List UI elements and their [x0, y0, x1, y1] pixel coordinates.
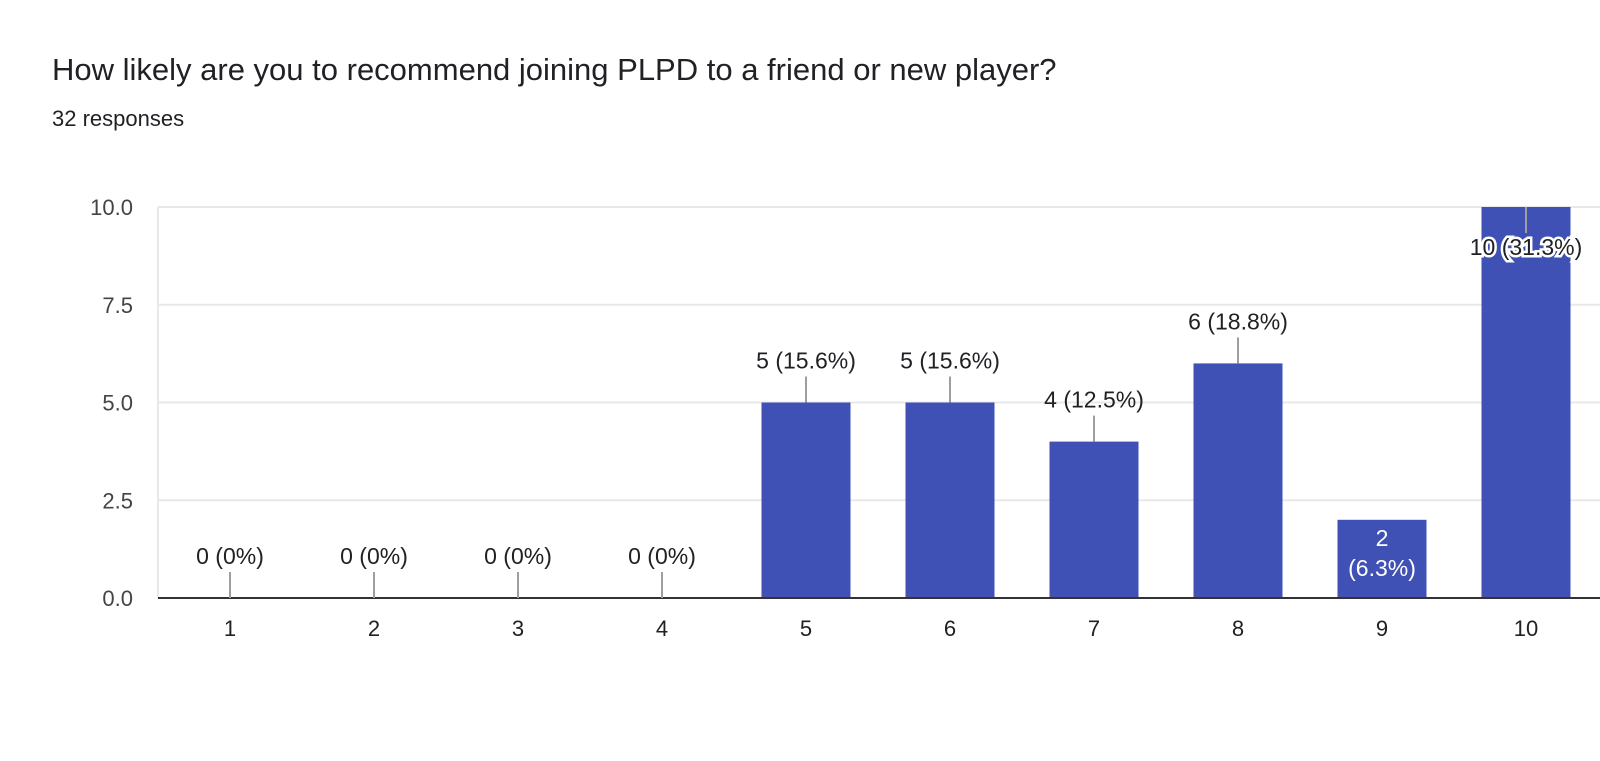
data-labels: 0 (0%) 0 (0%) 0 (0%) 0 (0%) 5 (15.6%) 5 (15.6… — [196, 207, 1585, 598]
data-label: 0 (0%) — [196, 543, 264, 569]
data-label: 5 (15.6%) — [900, 348, 1000, 374]
data-label: 4 (12.5%) — [1044, 387, 1144, 413]
bar — [1337, 519, 1427, 598]
x-tick-label: 4 — [656, 616, 668, 641]
gridlines — [157, 206, 1600, 598]
y-axis-ticks: 0.0 2.5 5.0 7.5 10.0 — [90, 195, 133, 611]
y-tick-label: 0.0 — [102, 586, 133, 611]
chart-title: How likely are you to recommend joining … — [52, 52, 1057, 87]
data-label: 0 (0%) — [340, 543, 408, 569]
x-tick-label: 8 — [1232, 616, 1244, 641]
x-tick-label: 5 — [800, 616, 812, 641]
data-label: 10 (31.3%) — [1470, 234, 1583, 260]
x-tick-label: 3 — [512, 616, 524, 641]
data-label: 5 (15.6%) — [756, 348, 856, 374]
data-label: 0 (0%) — [484, 543, 552, 569]
y-tick-label: 7.5 — [102, 293, 133, 318]
data-label: 6 (18.8%) — [1188, 308, 1288, 334]
y-tick-label: 2.5 — [102, 488, 133, 513]
bars — [761, 207, 1571, 598]
y-tick-label: 5.0 — [102, 391, 133, 416]
y-tick-label: 10.0 — [90, 195, 133, 220]
bar — [761, 402, 851, 598]
x-tick-label: 1 — [224, 616, 236, 641]
data-label-count: 2 — [1376, 525, 1389, 551]
x-tick-label: 9 — [1376, 616, 1388, 641]
bar — [1193, 363, 1283, 598]
data-label-percent: (6.3%) — [1348, 555, 1416, 581]
x-tick-label: 2 — [368, 616, 380, 641]
x-tick-label: 10 — [1514, 616, 1538, 641]
x-tick-label: 7 — [1088, 616, 1100, 641]
bar — [1049, 441, 1139, 598]
x-tick-label: 6 — [944, 616, 956, 641]
bar — [905, 402, 995, 598]
bar — [1481, 207, 1571, 598]
response-count: 32 responses — [52, 106, 185, 131]
data-label: 0 (0%) — [628, 543, 696, 569]
x-axis-ticks: 1 2 3 4 5 6 7 8 9 10 — [224, 616, 1538, 641]
